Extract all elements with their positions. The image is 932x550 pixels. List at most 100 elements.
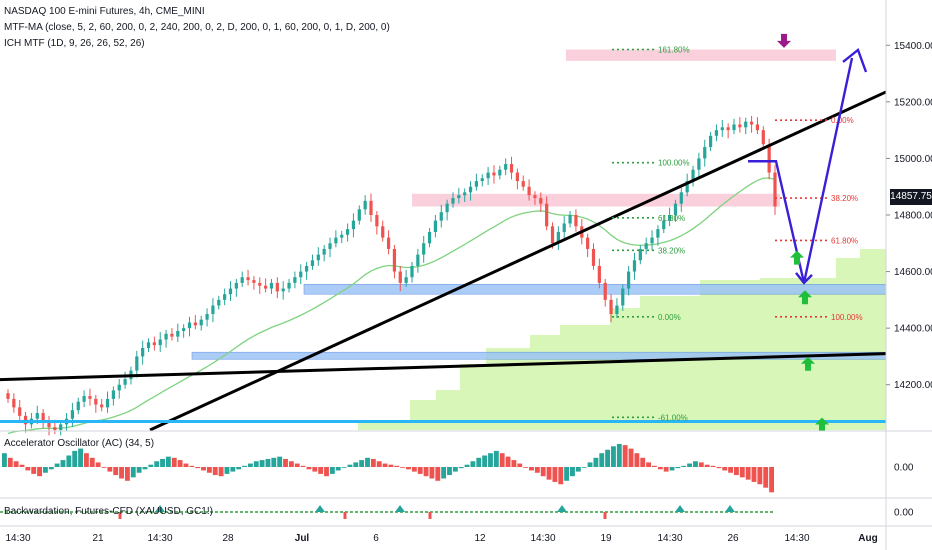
candle xyxy=(457,187,461,204)
candle-body xyxy=(281,288,285,292)
price-tick-label: 15200.00 xyxy=(894,97,932,108)
oscillator-bar xyxy=(306,467,312,470)
candle xyxy=(545,196,549,231)
oscillator-bar xyxy=(505,456,511,467)
candle-body xyxy=(246,277,250,281)
oscillator-bar xyxy=(376,461,382,467)
candle-body xyxy=(158,339,162,346)
candle xyxy=(621,284,625,311)
price-tick-label: 14600.00 xyxy=(894,267,932,278)
candle xyxy=(662,215,666,234)
oscillator-bar xyxy=(154,461,160,467)
oscillator-bar xyxy=(201,467,206,471)
oscillator-bar xyxy=(42,467,48,473)
candle xyxy=(211,298,215,323)
price-tick-label: 15000.00 xyxy=(894,154,932,165)
price-tick-label: 14800.00 xyxy=(894,211,932,222)
candle-body xyxy=(556,231,560,244)
candle-body xyxy=(468,186,473,193)
candle-body xyxy=(111,390,115,399)
candle xyxy=(199,315,203,331)
oscillator-bar xyxy=(60,460,66,467)
candle-body xyxy=(656,229,660,238)
candle xyxy=(12,393,16,413)
candle xyxy=(94,394,98,413)
candle-body xyxy=(217,299,221,306)
time-tick-label: Aug xyxy=(858,533,877,544)
candle-body xyxy=(76,401,80,411)
oscillator-bar xyxy=(2,453,7,467)
candle-body xyxy=(732,124,736,131)
oscillator-bar xyxy=(394,465,400,467)
oscillator-bar xyxy=(212,467,218,476)
oscillator-bar xyxy=(540,467,546,477)
candle xyxy=(304,261,309,280)
candle xyxy=(527,179,531,201)
oscillator-bar xyxy=(312,467,318,472)
oscillator-bar xyxy=(429,467,435,479)
candle-body xyxy=(685,181,689,193)
candle-body xyxy=(59,424,63,430)
oscillator-bar xyxy=(177,460,183,467)
candle xyxy=(310,254,315,270)
candle-body xyxy=(386,237,391,249)
candle-body xyxy=(744,121,748,128)
candle xyxy=(105,391,110,413)
buy-signal-arrow-icon xyxy=(798,290,812,305)
candle xyxy=(269,278,274,294)
oscillator-bar xyxy=(739,467,745,478)
candle-body xyxy=(749,121,754,125)
oscillator-bar xyxy=(300,465,306,467)
candle-body xyxy=(568,215,572,224)
oscillator-bar xyxy=(277,456,283,467)
candle xyxy=(135,350,139,378)
candle-body xyxy=(720,127,724,131)
oscillator-bar xyxy=(570,467,575,477)
candle xyxy=(697,152,701,177)
candle xyxy=(504,158,508,176)
candle-body xyxy=(539,198,543,204)
candle-body xyxy=(586,237,590,249)
candle-body xyxy=(422,243,426,255)
candle-body xyxy=(427,231,432,244)
oscillator-bar xyxy=(646,462,652,467)
candle-body xyxy=(761,130,765,145)
candle-body xyxy=(697,158,701,170)
oscillator-bar xyxy=(716,467,722,469)
oscillator-bar xyxy=(406,467,411,470)
candle xyxy=(386,230,391,255)
candle-body xyxy=(187,322,192,329)
candle xyxy=(322,244,326,262)
oscillator-bar xyxy=(476,457,482,467)
candle xyxy=(749,115,754,133)
candle-body xyxy=(662,220,666,230)
oscillator-bar xyxy=(616,444,622,467)
price-tick-label: 14400.00 xyxy=(894,324,932,335)
candle-body xyxy=(141,347,145,357)
candle-body xyxy=(726,127,730,131)
candle xyxy=(521,175,525,191)
candle xyxy=(82,390,86,408)
candle-body xyxy=(12,398,16,408)
candle xyxy=(556,226,560,251)
candle-body xyxy=(381,226,385,238)
oscillator-bar xyxy=(757,467,763,485)
candle-body xyxy=(673,203,678,215)
candle-body xyxy=(258,282,262,286)
price-tick-label: 14200.00 xyxy=(894,380,932,391)
backwardation-mark-up xyxy=(155,505,165,512)
oscillator-bar xyxy=(663,467,669,472)
time-tick-label: 19 xyxy=(600,533,612,544)
candle-body xyxy=(369,200,373,215)
oscillator-bar xyxy=(142,467,148,470)
candle xyxy=(316,247,320,266)
candle-body xyxy=(345,229,350,235)
oscillator-bar xyxy=(253,461,259,467)
candle xyxy=(264,278,268,293)
indicator-ma-label: MTF-MA (close, 5, 2, 60, 200, 0, 2, 240,… xyxy=(4,22,390,33)
candle-body xyxy=(463,192,467,196)
oscillator-bar xyxy=(165,456,171,467)
oscillator-bar xyxy=(388,464,394,467)
oscillator-bar xyxy=(593,457,599,467)
